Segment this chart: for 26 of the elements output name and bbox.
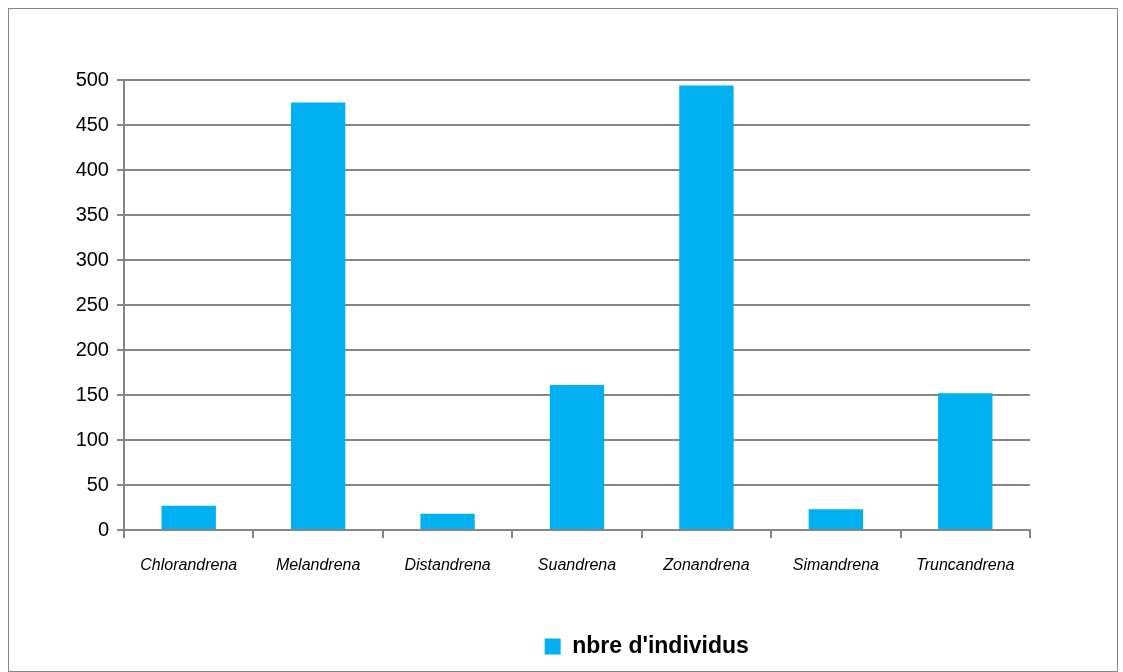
y-tick-label: 50	[86, 472, 109, 495]
y-tick-label: 300	[75, 247, 109, 270]
y-tick-label: 150	[75, 382, 109, 405]
y-tick-label: 350	[75, 202, 109, 225]
bar	[161, 505, 216, 529]
x-tick-label: Suandrena	[537, 556, 617, 574]
x-tick-label: Distandrena	[404, 556, 491, 574]
bar	[420, 513, 475, 529]
bar	[808, 509, 864, 529]
bar	[290, 102, 346, 529]
bar	[938, 393, 993, 529]
x-tick-label: Melandrena	[275, 556, 361, 574]
y-tick-label: 250	[75, 292, 109, 315]
y-tick-label: 500	[75, 67, 109, 90]
y-tick-label: 400	[75, 157, 109, 180]
bar	[549, 385, 605, 529]
x-tick-label: Simandrena	[792, 556, 880, 574]
x-tick-label: Truncandrena	[916, 556, 1015, 574]
y-tick-label: 200	[75, 337, 109, 360]
y-tick-label: 0	[97, 517, 109, 540]
legend-label: nbre d'individus	[572, 631, 749, 658]
x-tick-label: Zonandrena	[662, 556, 750, 574]
y-tick-label: 450	[75, 112, 109, 135]
x-tick-label: Chlorandrena	[140, 556, 238, 574]
y-tick-label: 100	[75, 427, 109, 450]
bar	[679, 85, 734, 529]
